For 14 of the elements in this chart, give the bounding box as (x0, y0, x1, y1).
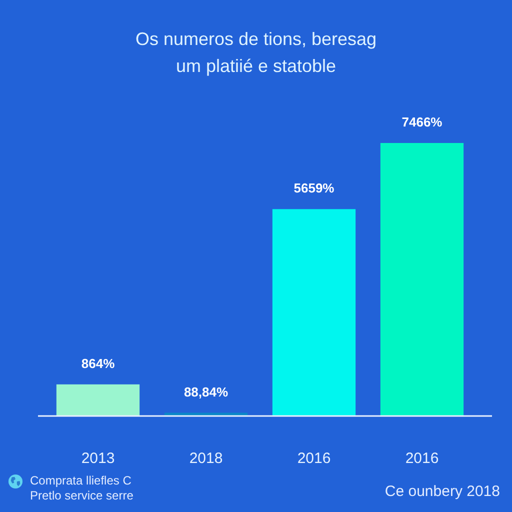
bar (56, 384, 140, 416)
x-tick-label: 2013 (81, 450, 115, 468)
x-tick-label: 2018 (189, 450, 223, 468)
chart-title: Os numeros de tions, beresag um platiié e statoble (135, 28, 377, 76)
text: Comprata lliefles C Pretlo service serre (30, 473, 134, 502)
data-label: 864% (81, 356, 116, 371)
bar (380, 143, 464, 416)
x-tick-label: 2016 (297, 450, 331, 468)
bar (272, 209, 356, 416)
text: Ce ounbery 2018 (384, 483, 500, 500)
data-label: 88,84% (184, 384, 228, 400)
data-label: 5659% (294, 180, 335, 196)
data-label: 7466% (402, 114, 443, 130)
x-tick-label: 2016 (405, 450, 439, 468)
